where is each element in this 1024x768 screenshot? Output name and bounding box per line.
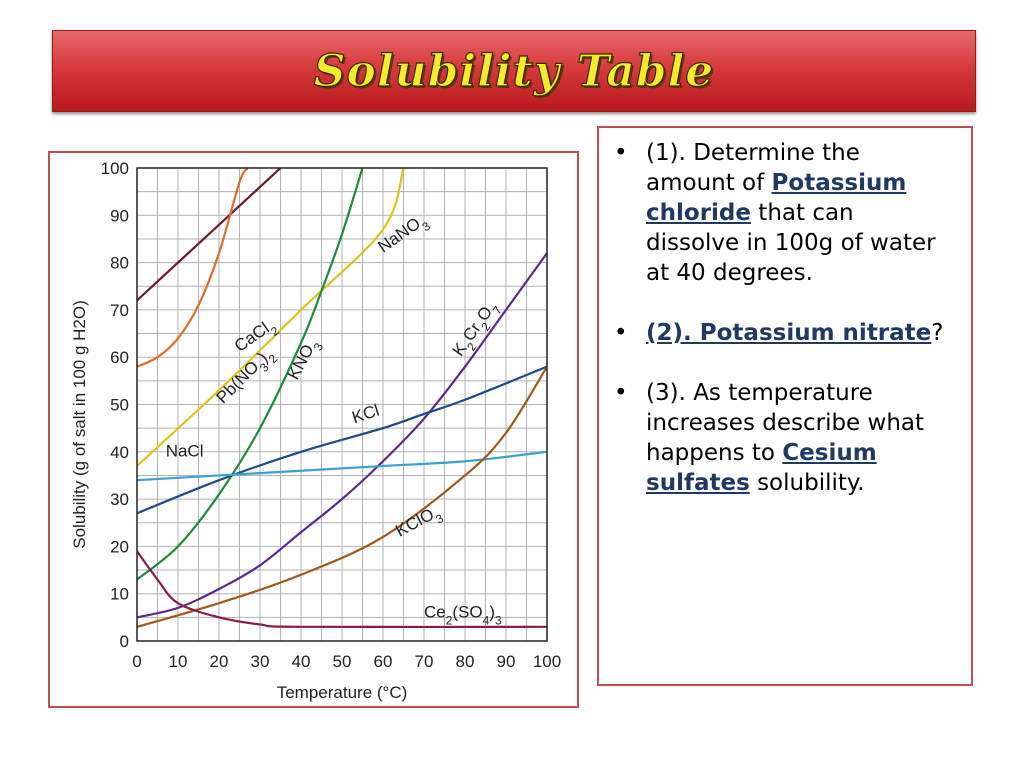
question-text: ? (931, 320, 944, 346)
y-tick-label: 20 (110, 537, 129, 556)
x-tick-label: 70 (415, 652, 434, 671)
y-tick-label: 30 (110, 490, 129, 509)
series-line-nacl (137, 450, 547, 482)
question-text: solubility. (749, 470, 865, 496)
x-axis-title: Temperature (°C) (277, 683, 408, 702)
series-line-nano3 (137, 168, 282, 302)
page-title: Solubility Table (313, 45, 715, 97)
question-text: (3). As temperature increases describe w… (646, 380, 925, 466)
question-text: (1). Determine the amount of (646, 140, 860, 196)
x-tick-label: 60 (374, 652, 393, 671)
questions-list: (1). Determine the amount of Potassium c… (599, 128, 971, 498)
series-line-cacl2 (137, 168, 249, 368)
question-item: (1). Determine the amount of Potassium c… (614, 138, 949, 288)
series-line-pbno32 (137, 168, 405, 467)
y-tick-label: 90 (110, 206, 129, 225)
series-line-ce2so43 (137, 550, 547, 629)
y-tick-label: 100 (101, 159, 129, 178)
question-item: (3). As temperature increases describe w… (614, 378, 949, 498)
series-line-kclo3 (137, 366, 547, 628)
question-text: that can dissolve in 100g of water at 40… (646, 200, 936, 286)
solubility-chart: 0 10 20 30 40 50 60 70 80 90 100 0 10 20 30 40 50 60 70 80 9… (70, 159, 561, 702)
x-tick-label: 90 (497, 652, 516, 671)
questions-panel: (1). Determine the amount of Potassium c… (597, 126, 973, 686)
title-banner: Solubility Table (52, 30, 976, 112)
x-tick-label: 20 (210, 652, 229, 671)
chart-frame: 0 10 20 30 40 50 60 70 80 90 100 0 10 20 30 40 50 60 70 80 9… (48, 151, 579, 708)
series-line-kcl (137, 365, 547, 515)
y-tick-label: 80 (110, 254, 129, 273)
question-item: (2). Potassium nitrate? (614, 318, 949, 348)
y-tick-label: 70 (110, 301, 129, 320)
x-tick-label: 50 (333, 652, 352, 671)
highlighted-term: (2). Potassium nitrate (646, 320, 932, 346)
x-tick-label: 30 (251, 652, 270, 671)
x-tick-label: 100 (533, 652, 561, 671)
y-tick-label: 40 (110, 443, 129, 462)
x-tick-label: 0 (132, 652, 141, 671)
x-tick-label: 40 (292, 652, 311, 671)
plot-border (136, 167, 548, 642)
x-tick-label: 10 (169, 652, 188, 671)
series-label-ce2so43: Ce2(SO4)3 (424, 602, 502, 627)
highlighted-term: sulfates (646, 470, 750, 496)
y-tick-label: 60 (110, 348, 129, 367)
highlighted-term: Cesium (782, 440, 877, 466)
series-line-k2cr2o7 (137, 252, 547, 619)
highlighted-term: Potassium chloride (646, 170, 907, 226)
y-axis-title: Solubility (g of salt in 100 g H2O) (70, 300, 89, 549)
y-tick-label: 10 (110, 585, 129, 604)
series-label-nacl: NaCl (166, 442, 204, 461)
series-line-kno3 (137, 168, 364, 581)
y-tick-label: 50 (110, 396, 129, 415)
y-tick-label: 0 (120, 632, 129, 651)
x-tick-label: 80 (456, 652, 475, 671)
